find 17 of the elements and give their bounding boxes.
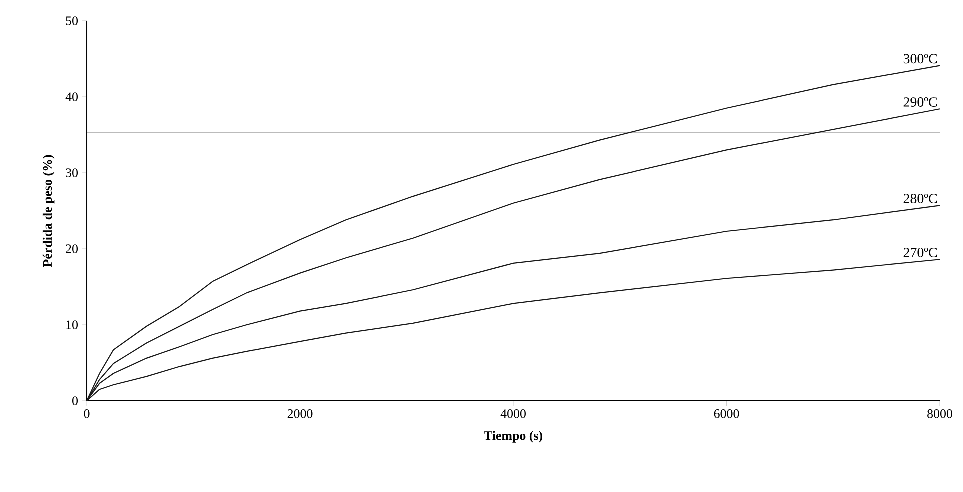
- x-tick-label: 0: [84, 410, 90, 418]
- x-tick-label: 4000: [500, 410, 526, 418]
- y-tick-label: 0: [72, 396, 78, 406]
- y-tick-label: 30: [66, 168, 78, 178]
- series-label: 270ºC: [904, 248, 938, 258]
- x-axis-title: Tiempo (s): [484, 431, 542, 443]
- x-tick-label: 2000: [288, 410, 313, 418]
- y-tick-label: 10: [66, 320, 78, 330]
- y-tick-label: 20: [66, 244, 78, 254]
- y-tick-label: 50: [66, 16, 78, 26]
- series-label: 280ºC: [904, 194, 938, 204]
- y-tick-label: 40: [66, 92, 78, 102]
- series-label: 290ºC: [904, 98, 938, 107]
- series-label: 300ºC: [904, 54, 938, 64]
- x-tick-label: 8000: [928, 410, 952, 418]
- x-tick-label: 6000: [714, 410, 740, 418]
- y-axis-title: Pérdida de peso (%): [42, 155, 55, 268]
